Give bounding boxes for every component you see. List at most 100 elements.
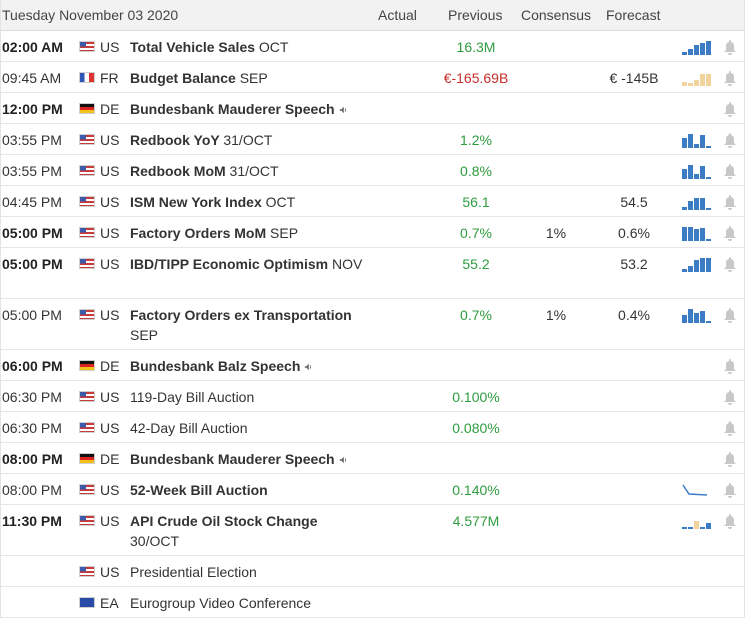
country-code: US <box>100 420 120 436</box>
event-row[interactable]: 04:45 PM US ISM New York Index OCT 56.1 54.5 <box>1 186 744 217</box>
event-row[interactable]: 06:00 PM DE Bundesbank Balz Speech <box>1 350 744 381</box>
event-title-link[interactable]: Presidential Election <box>130 562 370 582</box>
event-title-link[interactable]: ISM New York Index OCT <box>130 192 370 212</box>
calendar-rows: 02:00 AM US Total Vehicle Sales OCT 16.3M 09… <box>1 31 744 618</box>
bell-icon[interactable] <box>723 513 737 529</box>
event-name: Total Vehicle Sales <box>130 39 256 55</box>
event-row[interactable]: 09:45 AM FR Budget Balance SEP €-165.69B € -… <box>1 62 744 93</box>
event-row[interactable]: 08:00 PM DE Bundesbank Mauderer Speech <box>1 443 744 474</box>
country-flag-icon <box>79 134 95 145</box>
bell-icon[interactable] <box>723 225 737 241</box>
bell-icon[interactable] <box>723 101 737 117</box>
event-title-link[interactable]: Bundesbank Mauderer Speech <box>130 99 370 119</box>
country-code: US <box>100 389 120 405</box>
bell-icon[interactable] <box>723 420 737 436</box>
event-name: Bundesbank Balz Speech <box>130 358 301 374</box>
event-title-link[interactable]: Total Vehicle Sales OCT <box>130 37 370 57</box>
history-sparkline-icon[interactable] <box>681 256 713 272</box>
event-time: 06:30 PM <box>2 420 62 436</box>
country-code: US <box>100 307 120 323</box>
bell-icon[interactable] <box>723 256 737 272</box>
bell-icon[interactable] <box>723 482 737 498</box>
forecast-value: 53.2 <box>620 256 648 272</box>
event-row[interactable]: US Presidential Election <box>1 556 744 587</box>
bell-icon[interactable] <box>723 163 737 179</box>
event-period: 31/OCT <box>223 132 273 148</box>
history-sparkline-icon[interactable] <box>681 225 713 241</box>
event-title-link[interactable]: Factory Orders ex Transportation SEP <box>130 305 370 345</box>
history-sparkline-icon[interactable] <box>681 482 713 498</box>
country-code: FR <box>100 70 119 86</box>
event-row[interactable]: 05:00 PM US Factory Orders MoM SEP 0.7% 1% 0.… <box>1 217 744 248</box>
consensus-value: 1% <box>545 225 567 241</box>
previous-value: €-165.69B <box>443 70 509 86</box>
event-row[interactable]: 05:00 PM US Factory Orders ex Transportati… <box>1 299 744 350</box>
bell-icon[interactable] <box>723 39 737 55</box>
event-name: Factory Orders ex Transportation <box>130 307 352 323</box>
country-flag-icon <box>79 484 95 495</box>
country-flag-icon <box>79 196 95 207</box>
event-title-link[interactable]: Budget Balance SEP <box>130 68 370 88</box>
bell-icon[interactable] <box>723 358 737 374</box>
bell-icon[interactable] <box>723 389 737 405</box>
event-title-link[interactable]: Factory Orders MoM SEP <box>130 223 370 243</box>
history-sparkline-icon[interactable] <box>681 194 713 210</box>
bell-icon[interactable] <box>723 307 737 323</box>
forecast-value: 0.6% <box>618 225 650 241</box>
event-row[interactable]: EA Eurogroup Video Conference <box>1 587 744 618</box>
event-title-link[interactable]: API Crude Oil Stock Change 30/OCT <box>130 511 370 551</box>
bell-icon[interactable] <box>723 132 737 148</box>
country-flag-icon <box>79 72 95 83</box>
event-row[interactable]: 05:00 PM US IBD/TIPP Economic Optimism NOV… <box>1 248 744 299</box>
column-forecast: Forecast <box>606 7 661 23</box>
history-sparkline-icon[interactable] <box>681 163 713 179</box>
event-row[interactable]: 06:30 PM US 119-Day Bill Auction 0.100% <box>1 381 744 412</box>
history-sparkline-icon[interactable] <box>681 70 713 86</box>
event-row[interactable]: 02:00 AM US Total Vehicle Sales OCT 16.3M <box>1 31 744 62</box>
event-time: 02:00 AM <box>2 39 63 55</box>
event-title-link[interactable]: Bundesbank Balz Speech <box>130 356 370 376</box>
bell-icon[interactable] <box>723 451 737 467</box>
history-sparkline-icon[interactable] <box>681 307 713 323</box>
event-row[interactable]: 03:55 PM US Redbook MoM 31/OCT 0.8% <box>1 155 744 186</box>
event-row[interactable]: 12:00 PM DE Bundesbank Mauderer Speech <box>1 93 744 124</box>
history-sparkline-icon[interactable] <box>681 132 713 148</box>
event-name: ISM New York Index <box>130 194 262 210</box>
event-row[interactable]: 03:55 PM US Redbook YoY 31/OCT 1.2% <box>1 124 744 155</box>
country-code: US <box>100 482 120 498</box>
bell-icon[interactable] <box>723 70 737 86</box>
country-flag-icon <box>79 453 95 464</box>
history-sparkline-icon[interactable] <box>681 39 713 55</box>
country-flag-icon <box>79 566 95 577</box>
event-title-link[interactable]: 52-Week Bill Auction <box>130 480 370 500</box>
event-name: 42-Day Bill Auction <box>130 420 248 436</box>
country-flag-icon <box>79 515 95 526</box>
forecast-value: 0.4% <box>618 307 650 323</box>
event-title-link[interactable]: Redbook YoY 31/OCT <box>130 130 370 150</box>
speaker-icon <box>305 364 312 371</box>
speaker-icon <box>339 457 346 464</box>
event-row[interactable]: 08:00 PM US 52-Week Bill Auction 0.140% <box>1 474 744 505</box>
bell-icon[interactable] <box>723 194 737 210</box>
country-flag-icon <box>79 165 95 176</box>
previous-value: 0.140% <box>452 482 500 498</box>
event-time: 06:00 PM <box>2 358 63 374</box>
event-title-link[interactable]: Redbook MoM 31/OCT <box>130 161 370 181</box>
country-flag-icon <box>79 360 95 371</box>
column-actual: Actual <box>378 7 417 23</box>
event-title-link[interactable]: Bundesbank Mauderer Speech <box>130 449 370 469</box>
event-title-link[interactable]: IBD/TIPP Economic Optimism NOV <box>130 254 370 274</box>
event-name: 119-Day Bill Auction <box>130 389 255 405</box>
previous-value: 0.7% <box>460 307 492 323</box>
event-row[interactable]: 11:30 PM US API Crude Oil Stock Change 30/… <box>1 505 744 556</box>
country-flag-icon <box>79 597 95 608</box>
event-title-link[interactable]: Eurogroup Video Conference <box>130 593 370 613</box>
event-title-link[interactable]: 42-Day Bill Auction <box>130 418 370 438</box>
country-flag-icon <box>79 103 95 114</box>
event-row[interactable]: 06:30 PM US 42-Day Bill Auction 0.080% <box>1 412 744 443</box>
history-sparkline-icon[interactable] <box>681 513 713 529</box>
country-code: US <box>100 564 120 580</box>
event-name: Bundesbank Mauderer Speech <box>130 101 335 117</box>
event-title-link[interactable]: 119-Day Bill Auction <box>130 387 370 407</box>
event-period: SEP <box>270 225 299 241</box>
